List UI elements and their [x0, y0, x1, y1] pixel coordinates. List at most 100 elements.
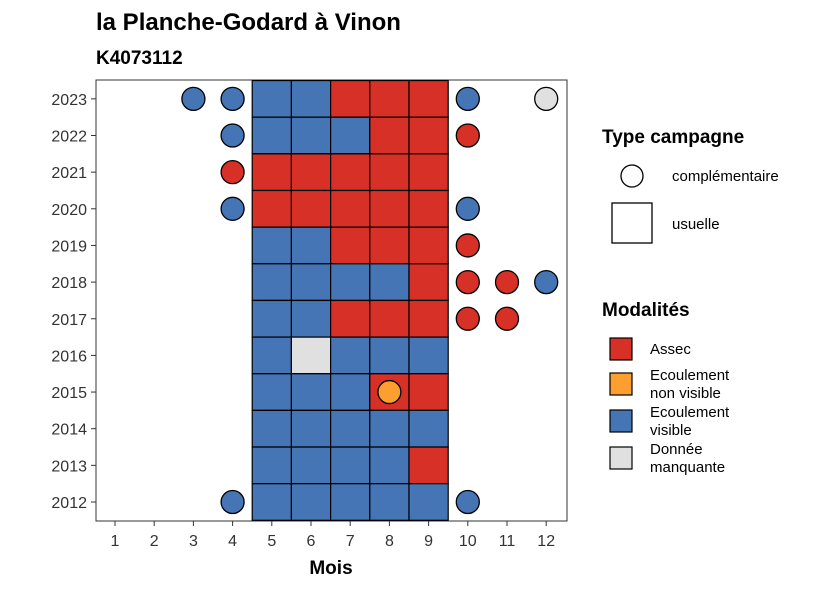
legend-modalites-title: Modalités [602, 300, 690, 321]
usual-cell-2019-6 [290, 226, 332, 265]
complementary-point-2012-4 [220, 489, 245, 515]
usual-cell-2013-9 [408, 446, 449, 485]
usual-cell-2012-6 [290, 483, 332, 521]
x-tick-label-8: 8 [385, 533, 394, 550]
usual-cell-2017-5 [251, 299, 292, 338]
usual-cell-2016-9 [408, 336, 449, 375]
complementary-point-2022-4 [220, 123, 245, 148]
usual-cell-2015-9 [408, 373, 449, 411]
usual-cell-2019-8 [369, 226, 410, 265]
usual-cell-2014-6 [290, 409, 332, 448]
usual-cell-2014-9 [408, 409, 449, 448]
x-tick-label-3: 3 [189, 533, 198, 550]
usual-cell-2022-5 [251, 116, 292, 155]
usual-cell-2021-7 [330, 153, 371, 192]
usual-cell-2018-5 [251, 263, 292, 301]
usual-cell-2013-6 [290, 446, 332, 485]
legend-label-ecoulement_non_visible-line1: Ecoulement [650, 367, 730, 384]
legend-type-usuelle-label: usuelle [672, 216, 720, 233]
complementary-point-2018-10 [455, 269, 480, 295]
usual-cells-layer [251, 79, 449, 521]
usual-cell-2015-6 [290, 373, 332, 411]
usual-cell-2020-7 [330, 189, 371, 228]
usual-cell-2018-7 [330, 263, 371, 301]
legend-square-symbol [611, 202, 653, 244]
usual-cell-2012-9 [408, 483, 449, 521]
x-tick-label-9: 9 [424, 533, 433, 550]
legend-label-donnee_manquante-line1: Donnée [650, 441, 703, 458]
usual-cell-2022-9 [408, 116, 449, 155]
complementary-point-2017-10 [455, 306, 480, 331]
usual-cell-2019-9 [408, 226, 449, 265]
x-tick-label-4: 4 [228, 533, 237, 550]
x-tick-label-11: 11 [499, 533, 516, 550]
complementary-point-2023-10 [455, 86, 480, 111]
legend-label-assec-line1: Assec [650, 341, 691, 358]
y-axis: 2012 2013 2014 2015 2016 2017 2018 2019 2020 2021… [51, 92, 96, 512]
complementary-point-2018-11 [494, 269, 520, 295]
legend-key-ecoulement_non_visible [609, 372, 633, 396]
legend-label-donnee_manquante-line2: manquante [650, 459, 725, 476]
usual-cell-2015-7 [330, 373, 371, 411]
y-tick-label-2021: 2021 [51, 165, 87, 182]
legend-label-ecoulement_visible-line1: Ecoulement [650, 404, 730, 421]
y-tick-label-2012: 2012 [51, 495, 87, 512]
x-tick-label-1: 1 [111, 533, 120, 550]
legend-type-campagne: Type campagne complémentaire usuelle [602, 127, 779, 244]
y-tick-label-2019: 2019 [51, 238, 87, 255]
complementary-point-2020-10 [455, 196, 480, 221]
usual-cell-2018-6 [290, 263, 332, 301]
usual-cell-2013-5 [251, 446, 292, 485]
usual-cell-2016-5 [251, 336, 292, 375]
y-tick-label-2017: 2017 [51, 312, 87, 329]
usual-cell-2023-7 [330, 79, 371, 118]
usual-cell-2020-6 [290, 189, 332, 228]
usual-cell-2014-8 [369, 409, 410, 448]
usual-cell-2017-6 [290, 299, 332, 338]
legend-label-ecoulement_non_visible-line2: non visible [650, 385, 721, 402]
x-tick-label-12: 12 [537, 533, 555, 550]
usual-cell-2020-5 [251, 189, 292, 228]
legend-type-complementaire-label: complémentaire [672, 168, 779, 185]
usual-cell-2022-7 [330, 116, 371, 155]
usual-cell-2017-9 [408, 299, 449, 338]
usual-cell-2016-7 [330, 336, 371, 375]
legend-key-donnee_manquante [609, 446, 633, 470]
usual-cell-2021-6 [290, 153, 332, 192]
usual-cell-2013-7 [330, 446, 371, 485]
complementary-point-2023-3 [181, 86, 206, 111]
complementary-point-2015-8 [377, 379, 402, 405]
x-tick-label-5: 5 [267, 533, 276, 550]
usual-cell-2020-8 [369, 189, 410, 228]
usual-cell-2021-8 [369, 153, 410, 192]
usual-cell-2017-8 [369, 299, 410, 338]
usual-cell-2022-6 [290, 116, 332, 155]
y-tick-label-2016: 2016 [51, 348, 87, 365]
usual-cell-2012-8 [369, 483, 410, 521]
complementary-point-2012-10 [455, 489, 480, 515]
complementary-point-2022-10 [455, 123, 480, 148]
usual-cell-2021-5 [251, 153, 292, 192]
usual-cell-2015-5 [251, 373, 292, 411]
legend-key-assec [609, 337, 633, 361]
usual-cell-2017-7 [330, 299, 371, 338]
complementary-point-2017-11 [494, 306, 520, 331]
x-tick-label-7: 7 [346, 533, 355, 550]
legend-type-title: Type campagne [602, 127, 744, 148]
usual-cell-2023-5 [251, 79, 292, 118]
usual-cell-2023-9 [408, 79, 449, 118]
usual-cell-2014-5 [251, 409, 292, 448]
y-tick-label-2018: 2018 [51, 275, 87, 292]
x-tick-label-2: 2 [150, 533, 159, 550]
complementary-points-layer [181, 86, 559, 515]
y-tick-label-2020: 2020 [51, 202, 87, 219]
usual-cell-2021-9 [408, 153, 449, 192]
complementary-point-2019-10 [455, 233, 480, 258]
usual-cell-2012-7 [330, 483, 371, 521]
y-tick-label-2023: 2023 [51, 92, 87, 109]
x-tick-label-10: 10 [459, 533, 477, 550]
usual-cell-2019-7 [330, 226, 371, 265]
usual-cell-2020-9 [408, 189, 449, 228]
chart-subtitle: K4073112 [96, 48, 183, 69]
